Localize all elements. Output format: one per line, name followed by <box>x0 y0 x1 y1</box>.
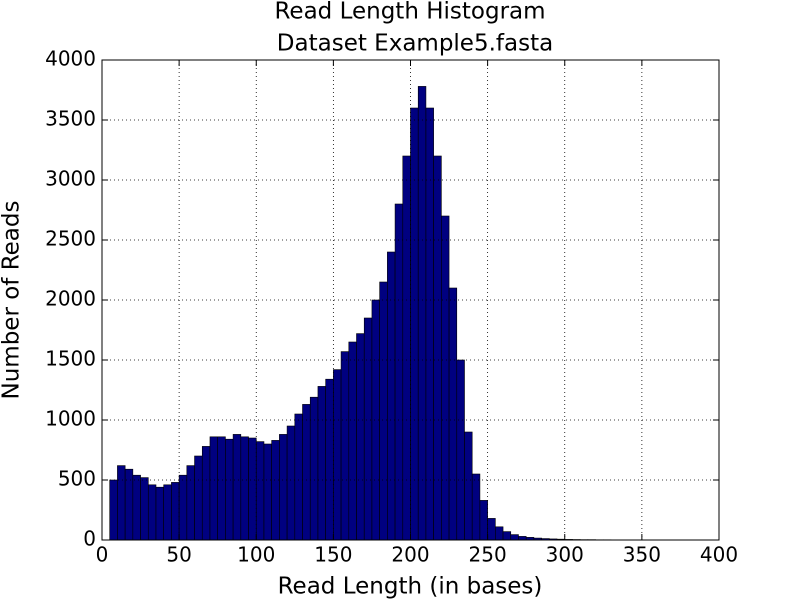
bar <box>417 86 427 541</box>
bar <box>333 369 342 541</box>
x-tick-label: 200 <box>391 543 429 567</box>
bar <box>201 446 211 541</box>
bar <box>356 333 365 541</box>
bar <box>286 425 296 541</box>
bar <box>263 443 272 541</box>
bar <box>464 431 473 541</box>
x-tick-label: 350 <box>623 543 661 567</box>
bar <box>155 486 165 541</box>
x-tick-label: 150 <box>314 543 352 567</box>
plot-frame <box>101 59 720 541</box>
bar <box>402 155 411 541</box>
y-tick-label: 1000 <box>45 407 96 431</box>
x-tick-label: 100 <box>237 543 275 567</box>
bar <box>317 386 326 541</box>
bar <box>225 438 234 541</box>
bar <box>441 215 450 541</box>
bar <box>348 341 357 541</box>
y-tick-label: 4000 <box>45 47 96 71</box>
bar <box>448 287 458 541</box>
bar <box>255 441 265 541</box>
bar <box>147 484 157 541</box>
bar <box>518 536 527 541</box>
chart-subtitle: Dataset Example5.fasta <box>277 31 553 57</box>
y-axis-label: Number of Reads <box>0 201 25 400</box>
y-tick-label: 500 <box>58 467 96 491</box>
y-tick-label: 3500 <box>45 107 96 131</box>
bar <box>171 482 180 541</box>
x-tick-label: 300 <box>546 543 584 567</box>
bar <box>487 518 496 541</box>
bar <box>217 436 226 541</box>
bar <box>433 155 442 541</box>
bar <box>363 317 373 541</box>
y-tick-label: 1500 <box>45 347 96 371</box>
bar <box>279 434 288 541</box>
bar <box>325 378 334 541</box>
x-tick-label: 50 <box>166 543 191 567</box>
y-tick-label: 3000 <box>45 167 96 191</box>
bar <box>410 107 419 541</box>
x-tick-label: 400 <box>700 543 738 567</box>
bar <box>240 436 249 541</box>
bar <box>425 107 434 541</box>
bar <box>302 404 311 541</box>
bar <box>194 455 203 541</box>
bar <box>178 474 188 541</box>
bar <box>117 465 126 541</box>
bar <box>471 473 481 541</box>
bar <box>379 281 388 541</box>
bar <box>309 396 319 541</box>
x-tick-label: 0 <box>96 543 109 567</box>
bar <box>186 465 195 541</box>
bar <box>340 351 350 541</box>
bar <box>140 477 149 541</box>
x-axis-label: Read Length (in bases) <box>278 574 543 600</box>
chart-title: Read Length Histogram <box>274 0 545 25</box>
y-tick-label: 2500 <box>45 227 96 251</box>
bar <box>163 484 172 541</box>
bar <box>456 359 465 541</box>
bar <box>495 526 504 541</box>
bar <box>232 434 242 541</box>
bar <box>248 437 257 541</box>
bar <box>132 474 141 541</box>
bar <box>109 479 118 541</box>
bar <box>294 413 303 541</box>
bar <box>479 500 488 541</box>
bar <box>387 251 396 541</box>
y-tick-label: 2000 <box>45 287 96 311</box>
bar <box>209 436 218 541</box>
bar <box>271 440 280 541</box>
x-tick-label: 250 <box>469 543 507 567</box>
bar <box>510 534 519 541</box>
bar <box>394 203 404 541</box>
bar <box>502 531 512 541</box>
y-tick-label: 0 <box>83 527 96 551</box>
